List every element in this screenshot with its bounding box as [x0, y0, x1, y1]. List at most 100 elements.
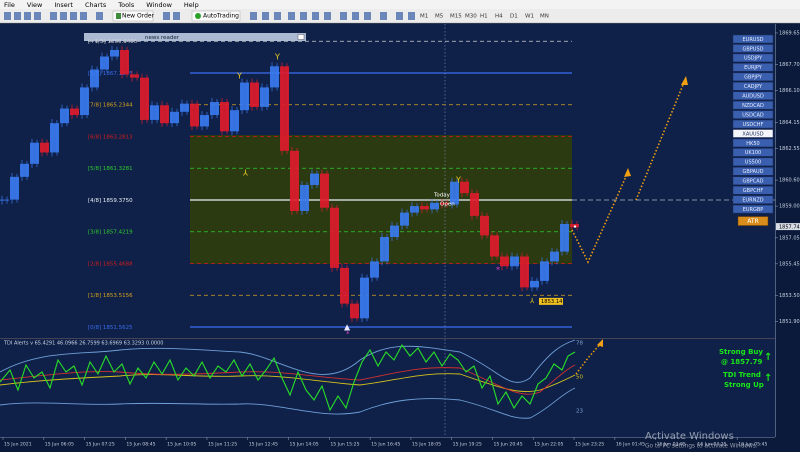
atr-button[interactable]	[737, 216, 769, 226]
menu-item[interactable]: Charts	[85, 1, 107, 9]
candle	[450, 181, 459, 205]
symbol-button[interactable]	[732, 204, 774, 214]
symbol-button[interactable]	[732, 176, 774, 185]
level-label: [1/8] 1853.5156	[88, 293, 133, 299]
timeframe-button[interactable]: M1	[420, 14, 428, 20]
symbol-label[interactable]: XAUUSD	[742, 131, 763, 137]
autotrading-label[interactable]: AutoTrading	[203, 13, 239, 20]
price-tick-label: 1860.60	[779, 178, 800, 184]
projection	[635, 79, 686, 201]
symbol-label[interactable]: HK50	[746, 141, 759, 147]
candle	[130, 74, 139, 78]
new-order-label[interactable]: New Order	[122, 13, 155, 20]
timeframe-button[interactable]: W1	[525, 14, 534, 20]
symbol-label[interactable]: USDJPY	[744, 56, 763, 62]
timeframe-button[interactable]: D1	[510, 14, 518, 20]
symbol-button[interactable]	[732, 195, 774, 204]
current-price-label: 1857.74	[779, 224, 800, 230]
candles: 1853.14	[0, 46, 579, 323]
news-reader-label[interactable]: news reader	[145, 35, 180, 41]
timeframe-button[interactable]: H4	[495, 14, 503, 20]
marker: Y	[236, 72, 242, 81]
symbol-label[interactable]: GBPAUD	[743, 169, 764, 175]
symbol-label[interactable]: GBPUSD	[742, 46, 763, 52]
projection	[571, 171, 629, 264]
symbol-label[interactable]: GBPJPY	[744, 75, 763, 81]
candle	[250, 82, 259, 107]
symbol-label[interactable]: GBPCHF	[743, 188, 764, 194]
watermark-subtitle: Go to PC settings to activate Windows.	[645, 444, 758, 450]
symbol-button[interactable]	[732, 53, 774, 63]
menu-item[interactable]: Window	[146, 1, 172, 9]
symbol-button[interactable]	[732, 72, 774, 82]
candle	[40, 142, 49, 153]
level-label: [7/8] 1865.2344	[88, 103, 133, 109]
marker: *	[346, 330, 350, 338]
timeframe-button[interactable]: M5	[435, 14, 444, 20]
symbol-button[interactable]	[732, 91, 774, 100]
time-tick-label: 15 Jun 2021	[4, 442, 32, 448]
news-reader[interactable]	[84, 33, 306, 41]
level-label: [5/8] 1861.3281	[88, 166, 133, 172]
atr-label[interactable]: ATR	[747, 218, 758, 225]
timeframe-button[interactable]: M30	[465, 14, 477, 20]
symbol-label[interactable]: CADJPY	[744, 84, 763, 90]
symbol-button[interactable]	[732, 63, 774, 72]
menu-item[interactable]: File	[4, 1, 15, 9]
symbol-button[interactable]	[732, 129, 774, 138]
symbol-button[interactable]	[732, 185, 774, 195]
timeframe-button[interactable]: MN	[540, 14, 549, 20]
menu-item[interactable]: Insert	[54, 1, 73, 9]
signal-text: TDI Trend	[723, 371, 761, 379]
tdi-fast-ma	[0, 364, 576, 395]
symbol-button[interactable]	[732, 167, 774, 176]
symbol-label[interactable]: EURNZD	[742, 197, 763, 203]
level-label: [2/8] 1855.4688	[88, 261, 133, 267]
autotrading-button[interactable]	[191, 10, 241, 22]
menu-item[interactable]: Help	[184, 1, 199, 9]
candle	[30, 142, 39, 164]
symbol-button[interactable]	[732, 157, 774, 167]
price-dot	[573, 225, 577, 228]
svg-text:↑: ↑	[764, 352, 772, 363]
symbol-label[interactable]: AUDUSD	[742, 94, 764, 100]
symbol-label[interactable]: USDCHF	[743, 122, 764, 128]
menu-item[interactable]: Tools	[117, 1, 135, 9]
menu-bar	[0, 0, 800, 9]
symbol-label[interactable]: NZDCAD	[742, 103, 764, 109]
timeframe-button[interactable]: H1	[480, 14, 488, 20]
time-tick-label: 15 Jun 20:45	[493, 442, 522, 448]
symbol-label[interactable]: USDCAD	[742, 112, 764, 118]
symbol-button[interactable]	[732, 82, 774, 91]
candle	[110, 50, 119, 57]
candle	[320, 173, 329, 208]
candle	[60, 108, 69, 124]
candle	[420, 206, 429, 210]
candle	[200, 115, 209, 127]
candle	[550, 251, 559, 262]
symbol-label[interactable]: GBPCAD	[742, 179, 763, 185]
symbol-label[interactable]: UK100	[745, 150, 761, 156]
candle	[560, 223, 569, 252]
symbol-label[interactable]: EURGBP	[743, 207, 764, 213]
symbol-label[interactable]: EURJPY	[744, 65, 763, 71]
level-label: [8/8] 1867.1875	[88, 71, 133, 77]
symbol-button[interactable]	[732, 100, 774, 110]
time-tick-label: 15 Jun 06:05	[45, 442, 74, 448]
time-tick-label: 16 Jun 05:45	[738, 442, 767, 448]
symbol-button[interactable]	[732, 138, 774, 148]
symbol-button[interactable]	[732, 44, 774, 53]
menu-item[interactable]: View	[27, 1, 43, 9]
symbol-button[interactable]	[732, 148, 774, 157]
symbol-button[interactable]	[732, 119, 774, 129]
marker: ⅄	[242, 169, 248, 178]
symbol-label[interactable]: US500	[745, 160, 761, 166]
symbol-button[interactable]	[732, 34, 774, 44]
symbol-label[interactable]: EURUSD	[743, 37, 764, 43]
timeframe-button[interactable]: M15	[450, 14, 462, 20]
symbol-button[interactable]	[732, 110, 774, 119]
new-order-button[interactable]	[112, 10, 154, 22]
candle	[240, 82, 249, 111]
time-tick-label: 15 Jun 16:45	[371, 442, 400, 448]
